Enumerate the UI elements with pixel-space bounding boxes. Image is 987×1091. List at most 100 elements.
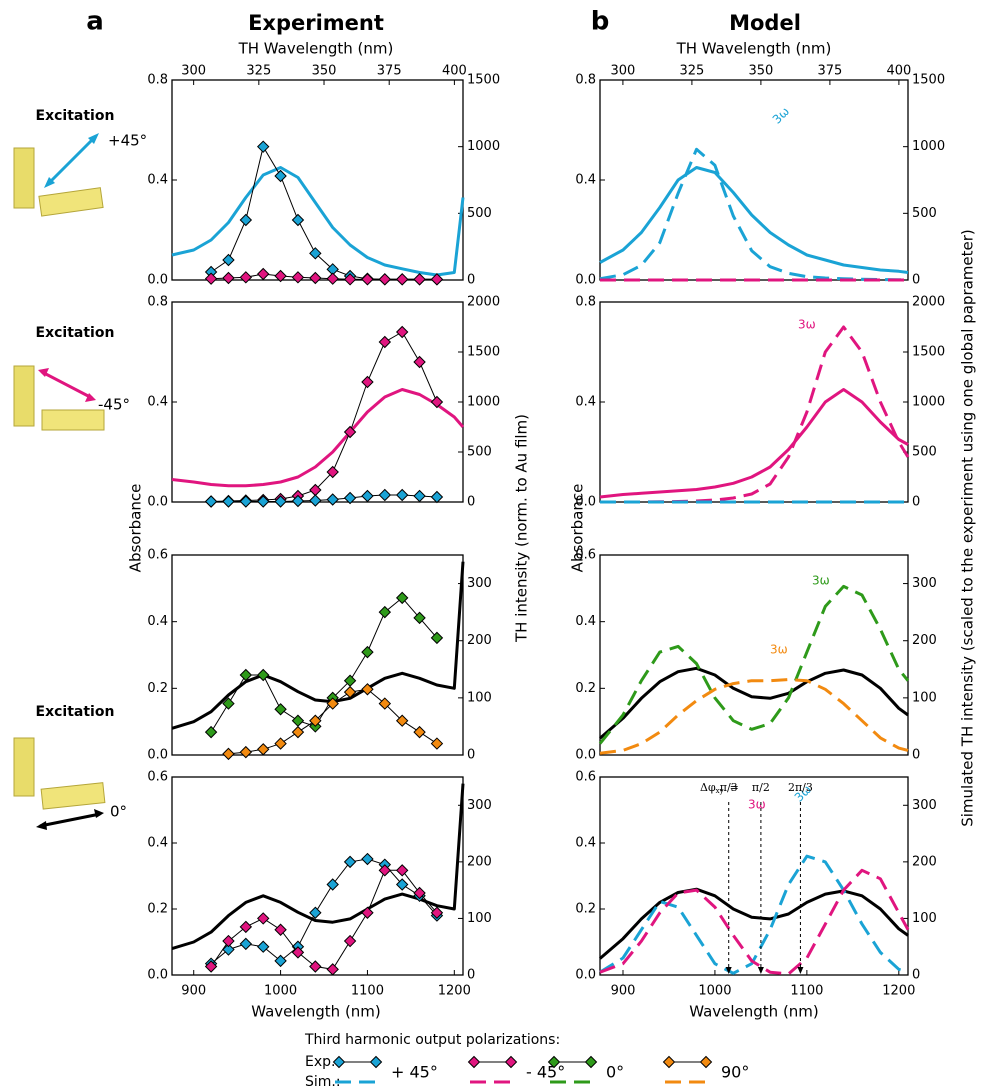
simulated-line [600,149,908,279]
y2-tick-label: 1500 [912,345,945,360]
legend-label: 90° [721,1063,749,1082]
panel-label: b [591,7,610,37]
y2-tick-label: 0 [912,968,920,983]
plot-frame [600,80,908,280]
data-point [362,854,373,865]
plot-frame [172,302,463,502]
legend-title: Third harmonic output polarizations: [304,1032,560,1048]
x-axis-label: Wavelength (nm) [251,1003,381,1021]
legend-exp-marker [586,1057,597,1068]
y2-tick-label: 1000 [467,395,500,410]
y-tick-label: 0.4 [575,395,596,410]
column-title: Experiment [248,11,384,35]
y2-tick-label: 300 [467,576,492,591]
y-tick-label: 0.4 [575,173,596,188]
absorbance-line [172,562,463,729]
data-point [275,704,286,715]
y-tick-label: 0.4 [147,836,168,851]
phase-marker-label: π/2 [752,781,770,794]
y2-tick-label: 200 [467,854,492,869]
data-point [206,496,217,507]
data-point [292,715,303,726]
excitation-angle: -45° [98,396,130,414]
y2-tick-label: 100 [912,690,937,705]
absorbance-line [172,784,463,949]
legend-exp-marker [506,1057,517,1068]
data-point [327,964,338,975]
data-point [223,496,234,507]
x-tick-label: 1100 [351,984,384,999]
polarization-arrow [36,133,104,830]
three-omega-label: 3ω [812,574,830,588]
y2-tick-label: 500 [467,206,492,221]
y2-tick-label: 0 [912,273,920,288]
y-tick-label: 0.6 [575,770,596,785]
data-point [362,907,373,918]
y2-tick-label: 300 [467,798,492,813]
data-point [275,955,286,966]
y-tick-label: 0.2 [575,902,596,917]
data-point [397,327,408,338]
three-omega-label: 3ω [798,318,816,332]
three-omega-label: 3ω [770,643,788,657]
data-point [223,273,234,284]
data-point [240,272,251,283]
x2-tick-label: 350 [312,64,337,79]
absorbance-line [600,168,908,273]
data-point [240,747,251,758]
x2-axis-label: TH Wavelength (nm) [676,40,832,58]
phase-marker-label: 2π/3 [788,781,813,794]
x-tick-label: 900 [611,984,636,999]
x2-tick-label: 300 [181,64,206,79]
data-point [258,941,269,952]
data-point [240,921,251,932]
y2-axis-label: Simulated TH intensity (scaled to the ex… [959,229,977,827]
excitation-label: Excitation [36,108,115,124]
data-point [362,647,373,658]
plot-frame [600,555,908,755]
y-tick-label: 0.4 [147,614,168,629]
data-point [258,141,269,152]
x2-tick-label: 325 [679,64,704,79]
legend-label: + 45° [391,1063,438,1082]
y-tick-label: 0.6 [147,770,168,785]
y2-tick-label: 0 [912,495,920,510]
y-tick-label: 0.8 [147,73,168,88]
y2-tick-label: 2000 [467,295,500,310]
y2-tick-label: 100 [467,690,492,705]
data-point [327,273,338,284]
x2-tick-label: 350 [748,64,773,79]
x2-tick-label: 400 [886,64,911,79]
y2-tick-label: 200 [467,633,492,648]
y-tick-label: 0.4 [575,836,596,851]
y-tick-label: 0.6 [575,548,596,563]
simulated-line [600,680,908,754]
data-point [431,492,442,503]
y2-tick-label: 2000 [912,295,945,310]
y2-tick-label: 0 [467,495,475,510]
data-point [327,494,338,505]
y2-tick-label: 1000 [467,139,500,154]
y-tick-label: 0.0 [147,495,168,510]
y2-tick-label: 300 [912,798,937,813]
y2-tick-label: 1000 [912,395,945,410]
y-tick-label: 0.4 [575,614,596,629]
y-tick-label: 0.8 [575,295,596,310]
data-point [223,255,234,266]
data-point [206,273,217,284]
x-tick-label: 1100 [790,984,823,999]
x-tick-label: 900 [181,984,206,999]
data-point [327,879,338,890]
x-axis-label: Wavelength (nm) [689,1003,819,1021]
legend-exp-marker [664,1057,675,1068]
x-tick-label: 1000 [698,984,731,999]
y-tick-label: 0.0 [575,748,596,763]
data-point [258,670,269,681]
y-tick-label: 0.0 [575,495,596,510]
data-point [397,865,408,876]
x-tick-label: 1000 [264,984,297,999]
data-point [310,495,321,506]
data-point [397,490,408,501]
excitation-angle: +45° [108,132,147,150]
data-point [345,856,356,867]
